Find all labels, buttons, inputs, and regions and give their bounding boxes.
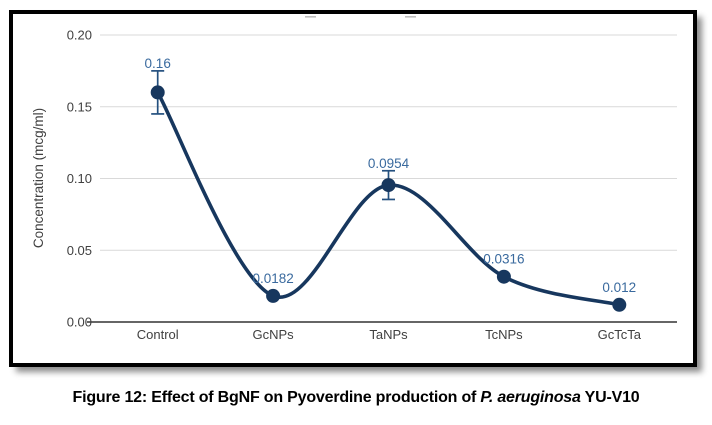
- cropped-text-artifact: [405, 16, 416, 18]
- y-tick-label: 0.10: [67, 171, 92, 186]
- y-tick-label: 0.15: [67, 99, 92, 114]
- x-category-label: Control: [137, 327, 179, 342]
- data-point-marker: [612, 297, 627, 312]
- figure-caption: Figure 12: Effect of BgNF on Pyoverdine …: [0, 389, 712, 407]
- data-point-marker: [381, 178, 396, 193]
- data-point-marker: [496, 269, 511, 284]
- data-point-label: 0.0954: [368, 156, 410, 171]
- data-point-label: 0.16: [145, 56, 171, 71]
- series-line: [155, 90, 622, 307]
- y-tick-label: 0.05: [67, 243, 92, 258]
- data-point-marker: [266, 288, 281, 303]
- data-point-label: 0.0182: [252, 271, 293, 286]
- y-axis-title: Concentration (mcg/ml): [31, 108, 46, 248]
- caption-prefix: Figure 12: Effect of BgNF on Pyoverdine …: [72, 389, 481, 406]
- caption-species-name: P. aeruginosa: [480, 389, 581, 406]
- data-point-label: 0.0316: [483, 252, 524, 267]
- x-category-label: TcNPs: [485, 327, 523, 342]
- y-tick-label: 0.00: [67, 315, 92, 330]
- figure-border: Concentration (mcg/ml) 0.00 0.05 0.10 0.15 0…: [9, 10, 697, 367]
- line-chart: Concentration (mcg/ml) 0.00 0.05 0.10 0.15 0…: [31, 16, 677, 342]
- x-category-label: GcNPs: [253, 327, 295, 342]
- x-category-label: GcTcTa: [598, 327, 642, 342]
- y-tick-label: 0.20: [67, 28, 92, 43]
- caption-suffix: YU-V10: [580, 389, 640, 406]
- cropped-text-artifact: [305, 16, 316, 18]
- data-point-marker: [150, 85, 165, 100]
- x-category-label: TaNPs: [369, 327, 408, 342]
- data-point-label: 0.012: [602, 280, 636, 295]
